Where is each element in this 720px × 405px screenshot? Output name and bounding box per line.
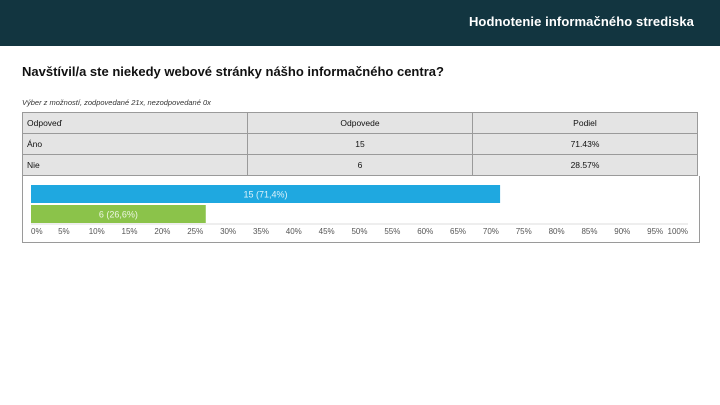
table-row: Nie 6 28.57%: [22, 154, 698, 176]
x-tick-label: 20%: [154, 227, 170, 236]
x-tick-label: 100%: [668, 227, 688, 236]
x-tick-label: 80%: [549, 227, 565, 236]
count-cell: 15: [247, 133, 473, 155]
x-tick-label: 60%: [417, 227, 433, 236]
count-cell: 6: [247, 154, 473, 176]
x-tick-label: 35%: [253, 227, 269, 236]
bar-data-label: 15 (71,4%): [244, 190, 288, 200]
results-table: Odpoveď Odpovede Podiel Áno 15 71.43% Ni…: [22, 112, 698, 176]
x-tick-label: 50%: [351, 227, 367, 236]
x-tick-label: 25%: [187, 227, 203, 236]
x-tick-label: 5%: [58, 227, 70, 236]
column-header-count: Odpovede: [247, 112, 473, 134]
column-header-share: Podiel: [472, 112, 698, 134]
bar-nie: [31, 205, 206, 223]
x-tick-label: 15%: [122, 227, 138, 236]
share-cell: 71.43%: [472, 133, 698, 155]
x-tick-label: 90%: [614, 227, 630, 236]
x-tick-label: 85%: [581, 227, 597, 236]
table-header-row: Odpoveď Odpovede Podiel: [22, 112, 698, 134]
answer-cell: Nie: [22, 154, 248, 176]
x-tick-label: 40%: [286, 227, 302, 236]
x-tick-label: 0%: [31, 227, 43, 236]
bar--no: [31, 185, 501, 203]
bar-data-label: 6 (26,6%): [99, 210, 138, 220]
question-title: Navštívil/a ste niekedy webové stránky n…: [22, 64, 444, 79]
x-tick-label: 95%: [647, 227, 663, 236]
chart-container: 15 (71,4%) 6 (26,6%) 0% 5% 10% 15% 20% 25% 30% 35…: [22, 176, 700, 243]
x-tick-label: 45%: [319, 227, 335, 236]
x-tick-label: 70%: [483, 227, 499, 236]
x-tick-label: 30%: [220, 227, 236, 236]
bar-chart: 15 (71,4%) 6 (26,6%) 0% 5% 10% 15% 20% 25% 30% 35…: [31, 185, 688, 236]
header-bar: Hodnotenie informačného strediska: [0, 0, 720, 46]
x-tick-label: 65%: [450, 227, 466, 236]
question-meta: Výber z možností, zodpovedané 21x, nezod…: [22, 98, 211, 107]
table-row: Áno 15 71.43%: [22, 133, 698, 155]
x-tick-label: 55%: [384, 227, 400, 236]
x-tick-label: 75%: [516, 227, 532, 236]
share-cell: 28.57%: [472, 154, 698, 176]
x-tick-label: 10%: [89, 227, 105, 236]
page-title: Hodnotenie informačného strediska: [468, 14, 694, 29]
column-header-answer: Odpoveď: [22, 112, 248, 134]
answer-cell: Áno: [22, 133, 248, 155]
